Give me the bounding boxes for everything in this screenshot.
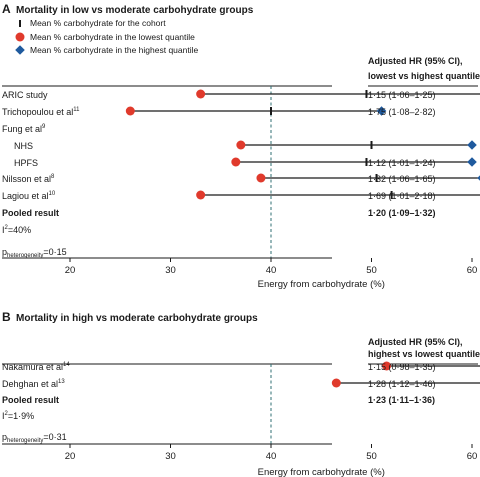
i2-statistic: I2=40% (2, 225, 31, 235)
hr-header-line2: highest vs lowest quantile (368, 349, 480, 359)
panel-letter: A (2, 2, 11, 16)
study-row: Pooled result 1·23 (1·11–1·36) (2, 395, 435, 405)
legend: Mean % carbohydrate for the cohort Mean %… (15, 18, 198, 55)
legend-highest-label: Mean % carbohydrate in the highest quant… (30, 45, 198, 55)
study-label: Trichopoulou et al11 (2, 107, 80, 117)
legend-highest-marker (15, 45, 25, 55)
lowest-quantile-marker (382, 361, 392, 371)
x-tick-label: 60 (467, 451, 478, 462)
legend-lowest-label: Mean % carbohydrate in the lowest quanti… (30, 32, 195, 42)
lowest-quantile-marker (331, 378, 341, 388)
x-tick-label: 20 (65, 451, 76, 462)
study-label: Nakamura et al14 (2, 362, 70, 372)
highest-quantile-marker (477, 175, 480, 181)
highest-quantile-marker (467, 157, 477, 167)
study-row: Dehghan et al13 1·28 (1·12–1·46) (2, 378, 480, 389)
hr-value: 1·28 (1·12–1·46) (368, 379, 436, 389)
panel-title: Mortality in low vs moderate carbohydrat… (16, 5, 254, 16)
study-label: Lagiou et al10 (2, 191, 56, 201)
x-tick-label: 30 (165, 265, 176, 276)
pooled-hr-value: 1·23 (1·11–1·36) (368, 395, 435, 405)
x-axis: 203040506070Energy from carbohydrate (%) (2, 443, 478, 477)
p-heterogeneity: pheterogeneity=0·31 (2, 432, 67, 444)
hr-value: 1·12 (1·01–1·24) (368, 158, 436, 168)
study-row: ARIC study 1·15 (1·06–1·25) (2, 89, 480, 100)
study-row: Fung et al9 (2, 124, 46, 134)
x-tick-label: 60 (467, 265, 478, 276)
hr-value: 1·15 (1·06–1·25) (368, 90, 436, 100)
p-heterogeneity: pheterogeneity=0·15 (2, 247, 67, 259)
hr-value: 1·32 (1·06–1·65) (368, 174, 436, 184)
x-tick-label: 30 (165, 451, 176, 462)
lowest-quantile-marker (231, 157, 241, 167)
hr-header-line2: lowest vs highest quantile (368, 71, 480, 81)
hr-value: 1·15 (0·98–1·35) (368, 362, 436, 372)
panel-a: A Mortality in low vs moderate carbohydra… (2, 2, 480, 290)
study-row: Pooled result 1·20 (1·09–1·32) (2, 208, 436, 218)
study-label: HPFS (14, 158, 38, 168)
lowest-quantile-marker (236, 140, 246, 150)
legend-lowest-marker (15, 32, 25, 42)
x-tick-label: 40 (266, 451, 277, 462)
study-row: HPFS 1·12 (1·01–1·24) (14, 157, 477, 168)
study-label: Pooled result (2, 208, 59, 218)
lowest-quantile-marker (256, 173, 266, 183)
hr-header-line1: Adjusted HR (95% CI), (368, 56, 463, 66)
study-row: NHS (14, 140, 477, 151)
x-tick-label: 50 (366, 451, 377, 462)
study-label: Fung et al9 (2, 124, 46, 134)
study-row: Nakamura et al14 1·15 (0·98–1·35) (2, 361, 480, 372)
lowest-quantile-marker (196, 190, 206, 200)
hr-value: 1·69 (1·01–2·18) (368, 191, 436, 201)
pooled-hr-value: 1·20 (1·09–1·32) (368, 208, 436, 218)
lowest-quantile-marker (125, 106, 135, 116)
study-label: Nilsson et al8 (2, 174, 55, 184)
study-row: Lagiou et al10 1·69 (1·01–2·18) (2, 190, 480, 201)
study-label: Dehghan et al13 (2, 379, 65, 389)
highest-quantile-marker (467, 140, 477, 150)
hr-value: 1·75 (1·08–2·82) (368, 107, 436, 117)
highest-quantile-marker (376, 106, 387, 116)
study-row: Trichopoulou et al11 1·75 (1·08–2·82) (2, 106, 436, 117)
x-tick-label: 40 (266, 265, 277, 276)
x-axis: 203040506070Energy from carbohydrate (%) (2, 257, 478, 290)
study-label: ARIC study (2, 90, 48, 100)
study-label: NHS (14, 141, 33, 151)
x-tick-label: 20 (65, 265, 76, 276)
hr-header-line1: Adjusted HR (95% CI), (368, 337, 463, 347)
x-axis-title: Energy from carbohydrate (%) (258, 467, 385, 477)
panel-letter: B (2, 310, 11, 324)
x-tick-label: 50 (366, 265, 377, 276)
legend-cohort-label: Mean % carbohydrate for the cohort (30, 18, 166, 28)
i2-statistic: I2=1·9% (2, 411, 34, 421)
x-axis-title: Energy from carbohydrate (%) (258, 279, 385, 290)
study-row: Nilsson et al8 1·32 (1·06–1·65) (2, 173, 480, 184)
panel-title: Mortality in high vs moderate carbohydra… (16, 313, 258, 324)
lowest-quantile-marker (196, 89, 206, 99)
panel-b: B Mortality in high vs moderate carbohydr… (2, 310, 480, 477)
study-label: Pooled result (2, 395, 59, 405)
